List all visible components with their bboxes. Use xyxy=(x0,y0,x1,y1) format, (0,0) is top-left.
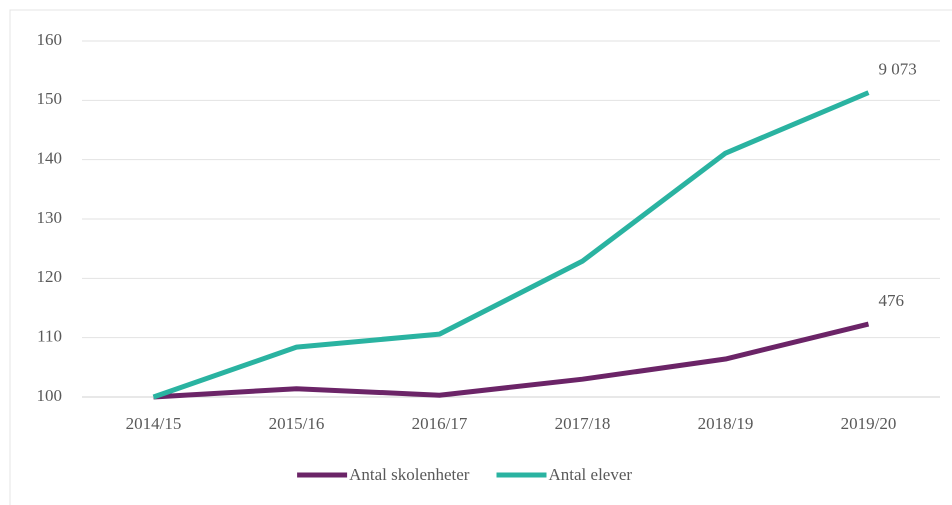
x-tick-label: 2016/17 xyxy=(412,414,468,433)
y-tick-label: 120 xyxy=(37,267,63,286)
y-tick-label: 100 xyxy=(37,386,63,405)
y-tick-label: 140 xyxy=(37,149,63,168)
y-tick-label: 130 xyxy=(37,208,63,227)
x-tick-label: 2019/20 xyxy=(841,414,897,433)
series-line xyxy=(153,321,870,400)
series-line xyxy=(152,90,870,400)
end-label: 9 073 xyxy=(879,60,917,79)
legend-label: Antal elever xyxy=(549,465,633,484)
x-tick-label: 2017/18 xyxy=(555,414,611,433)
legend-label: Antal skolenheter xyxy=(349,465,470,484)
end-label: 476 xyxy=(879,291,905,310)
chart-frame xyxy=(9,9,952,505)
x-tick-label: 2014/15 xyxy=(126,414,182,433)
x-tick-label: 2018/19 xyxy=(698,414,754,433)
y-tick-label: 110 xyxy=(37,327,62,346)
x-tick-label: 2015/16 xyxy=(269,414,325,433)
y-tick-label: 150 xyxy=(37,89,63,108)
y-tick-label: 160 xyxy=(37,30,63,49)
